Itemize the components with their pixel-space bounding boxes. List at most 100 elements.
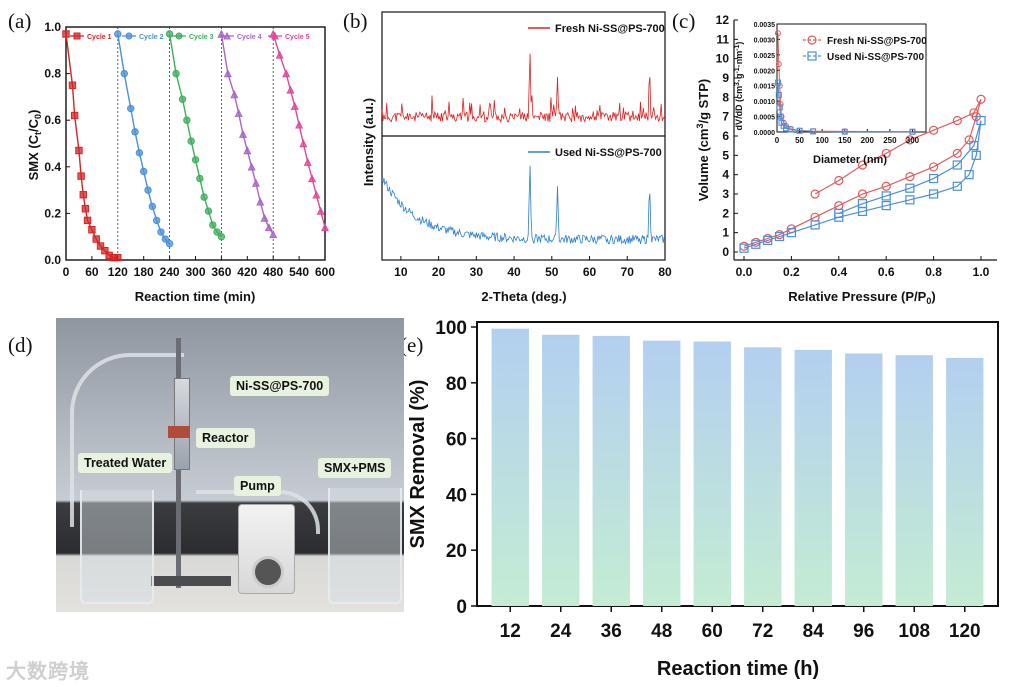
chart-a-data-point: [204, 207, 213, 215]
chart-e-xtick-label: 24: [550, 621, 572, 642]
chart-a-data-point: [209, 221, 217, 229]
chart-a-ytick-label: 0.6: [44, 113, 61, 127]
chart-a-data-point: [191, 156, 200, 164]
chart-a-data-point: [75, 146, 83, 155]
chart-b-xrd: 10 20 30 40 50 60 70 80 Fresh Ni-SS@PS-700 Used …: [361, 11, 672, 304]
chart-e-xtick-label: 120: [949, 621, 981, 642]
chart-a-series-line: [117, 33, 171, 245]
chart-a-xtick-label: 240: [160, 265, 180, 279]
chart-a-data-point: [135, 149, 144, 157]
chart-a-data-point: [308, 174, 317, 183]
chart-a-data-point: [264, 223, 273, 232]
chart-a-data-point: [247, 162, 256, 171]
panel-label-e: (e): [400, 333, 423, 357]
chart-c-data-point: [834, 175, 844, 186]
chart-c-inset-frame: [776, 23, 927, 133]
chart-c-data-point: [969, 141, 979, 151]
chart-c-data-point: [964, 135, 974, 145]
chart-a-legend-marker: [73, 32, 81, 40]
chart-c-xtick-label: 0.6: [878, 265, 895, 279]
chart-c-data-point: [952, 160, 962, 170]
chart-c-xtick-label: 1.0: [973, 265, 990, 279]
chart-a-data-point: [68, 81, 77, 89]
chart-c-inset-xtick-label: 50: [795, 136, 804, 145]
chart-c-ytick-label: 12: [716, 13, 730, 27]
chart-c-ytick-label: 5: [722, 148, 729, 162]
chart-c-xtick-label: 0.4: [830, 265, 847, 279]
chart-e-ytick-label: 80: [446, 374, 467, 395]
chart-c-inset-ytick-label: 0.0035: [754, 22, 776, 29]
chart-c-data-point: [786, 228, 797, 238]
chart-a-data-point: [79, 191, 87, 199]
stand-base: [151, 576, 231, 586]
chart-e-xtick-label: 96: [853, 621, 874, 642]
chart-a-data-point: [213, 228, 221, 236]
chart-a-data-point: [101, 246, 109, 255]
chart-a-xtick-label: 0: [63, 265, 70, 279]
chart-e-bar: [643, 340, 681, 606]
chart-c-inset-xtick-label: 150: [838, 136, 852, 145]
chart-c-ytick-label: 3: [722, 187, 729, 201]
chart-a-series-line: [220, 33, 274, 235]
chart-a-data-point: [157, 228, 165, 236]
label-pump: Pump: [234, 476, 281, 496]
chart-c-data-point: [905, 172, 915, 182]
chart-e-xtick-label: 72: [752, 621, 773, 642]
chart-e-ylabel: SMX Removal (%): [407, 380, 429, 549]
chart-c-inset-point: [774, 30, 781, 37]
chart-a-ytick-label: 0.0: [44, 253, 61, 267]
chart-c-data-point: [857, 160, 868, 170]
chart-c-data-point: [881, 181, 891, 191]
chart-b-xtick-label: 20: [432, 265, 446, 279]
chart-a-data-point: [120, 69, 128, 78]
chart-a-data-point: [127, 104, 135, 113]
chart-c-data-point: [774, 231, 785, 242]
chart-a-legend-label: Cycle 1: [87, 34, 112, 41]
chart-a-legend-marker: [223, 31, 231, 40]
chart-a-data-point: [200, 193, 208, 201]
chart-a-legend-marker: [175, 32, 183, 40]
chart-c-inset-ytick-label: 0.0025: [754, 53, 776, 60]
chart-a-data-point: [183, 116, 191, 124]
chart-a-ytick-label: 0.2: [44, 206, 61, 220]
chart-c-data-point: [810, 189, 820, 199]
chart-e-bar: [946, 357, 984, 606]
chart-a-data-point: [312, 190, 321, 199]
chart-c-data-point: [905, 183, 915, 193]
chart-c-data-point: [739, 243, 749, 253]
chart-b-xtick-label: 70: [621, 265, 635, 279]
chart-c-data-point: [881, 201, 891, 211]
chart-b-xtick-label: 60: [583, 265, 597, 279]
chart-c-inset-ytick-label: 0.0030: [754, 37, 776, 44]
chart-c-data-point: [881, 148, 891, 158]
chart-c-xtick-label: 0.2: [783, 265, 800, 279]
chart-a-data-point: [223, 69, 232, 78]
chart-c-data-point: [952, 115, 962, 126]
chart-c-inset-xtick-label: 100: [815, 136, 829, 145]
panel-label-b: (b): [343, 9, 368, 33]
chart-e-bar: [895, 355, 933, 606]
chart-a-data-point: [290, 101, 299, 110]
chart-b-legend-label: Used Ni-SS@PS-700: [555, 147, 662, 159]
chart-e-ytick-label: 0: [456, 597, 467, 618]
chart-a-data-point: [92, 235, 100, 243]
chart-a-xtick-label: 600: [315, 265, 335, 279]
chart-a-data-point: [217, 233, 226, 241]
chart-c-inset-xlabel: Diameter (nm): [813, 154, 887, 166]
chart-a-data-point: [320, 223, 330, 232]
chart-a-data-point: [303, 157, 312, 166]
chart-e-xtick-label: 84: [803, 621, 825, 642]
chart-c-isotherm-line: [743, 120, 982, 249]
chart-c-data-point: [810, 220, 820, 230]
chart-c-data-point: [905, 195, 915, 205]
chart-e-xtick-label: 60: [702, 621, 723, 642]
chart-a-data-point: [172, 69, 180, 78]
outlet-tube: [196, 490, 320, 534]
chart-a-xtick-label: 420: [237, 265, 257, 279]
chart-c-data-point: [952, 148, 962, 158]
chart-e-xtick-label: 12: [500, 621, 521, 642]
reactor-column: [174, 378, 190, 470]
inlet-tube: [70, 353, 184, 527]
chart-a-data-point: [269, 230, 278, 239]
chart-a-data-point: [196, 174, 204, 183]
